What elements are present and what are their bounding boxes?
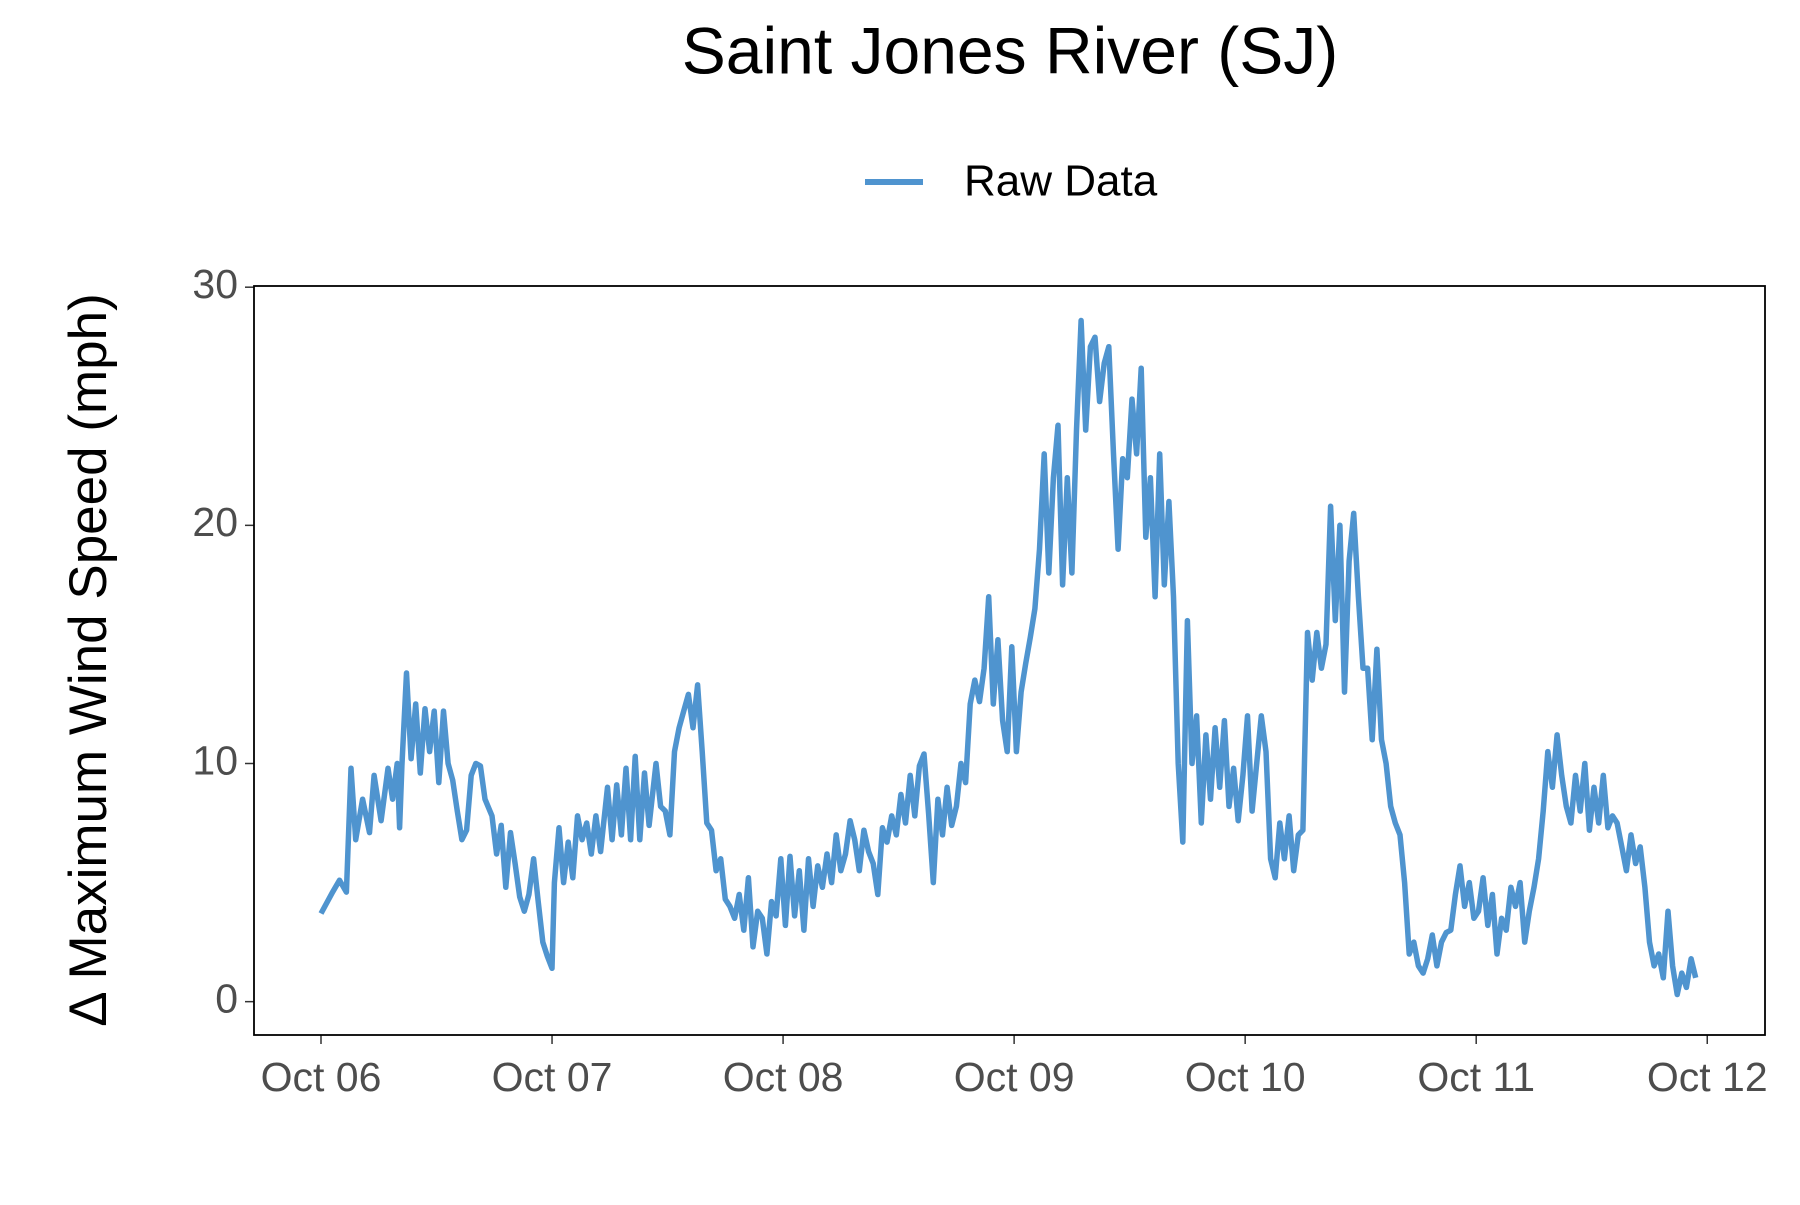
x-tick-label: Oct 12 — [1647, 1054, 1768, 1100]
x-tick-label: Oct 09 — [954, 1054, 1075, 1100]
chart-title: Saint Jones River (SJ) — [682, 13, 1339, 87]
x-tick-label: Oct 07 — [492, 1054, 613, 1100]
data-line — [318, 317, 1699, 998]
plot-frame — [253, 285, 1766, 1036]
x-tick-label: Oct 06 — [261, 1054, 382, 1100]
y-tick-label: 10 — [192, 737, 238, 783]
x-tick-label: Oct 11 — [1417, 1054, 1535, 1100]
y-tick-label: 30 — [192, 261, 238, 307]
legend-label: Raw Data — [964, 157, 1158, 206]
x-tick-label: Oct 08 — [723, 1054, 844, 1100]
x-tick-label: Oct 10 — [1185, 1054, 1306, 1100]
y-tick-label: 0 — [215, 975, 238, 1021]
y-tick-label: 20 — [192, 499, 238, 545]
y-axis-label: Δ Maximum Wind Speed (mph) — [59, 293, 118, 1026]
